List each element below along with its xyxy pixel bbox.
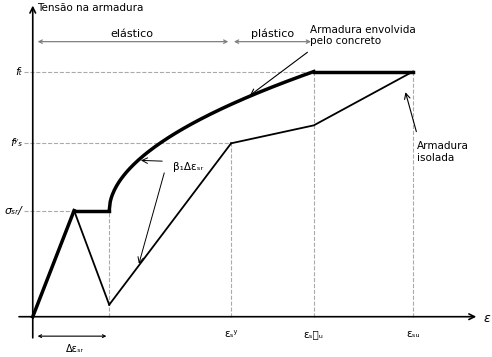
- Text: Δεₛᵣ: Δεₛᵣ: [66, 344, 84, 354]
- Text: σₛᵣ/: σₛᵣ/: [4, 206, 23, 216]
- Text: fₜ: fₜ: [15, 66, 23, 76]
- Text: Armadura
isolada: Armadura isolada: [417, 141, 469, 163]
- Text: elástico: elástico: [110, 29, 154, 39]
- Text: εₛᵜᵤ: εₛᵜᵤ: [304, 329, 324, 339]
- Text: ε: ε: [483, 312, 490, 325]
- Text: εₛᵤ: εₛᵤ: [406, 329, 420, 339]
- Text: εₛʸ: εₛʸ: [224, 329, 238, 339]
- Text: fʸₛ: fʸₛ: [10, 138, 23, 148]
- Text: β₁Δεₛᵣ: β₁Δεₛᵣ: [173, 162, 204, 172]
- Text: plástico: plástico: [251, 28, 294, 39]
- Text: Tensão na armadura: Tensão na armadura: [37, 3, 143, 13]
- Text: Armadura envolvida
pelo concreto: Armadura envolvida pelo concreto: [309, 25, 415, 46]
